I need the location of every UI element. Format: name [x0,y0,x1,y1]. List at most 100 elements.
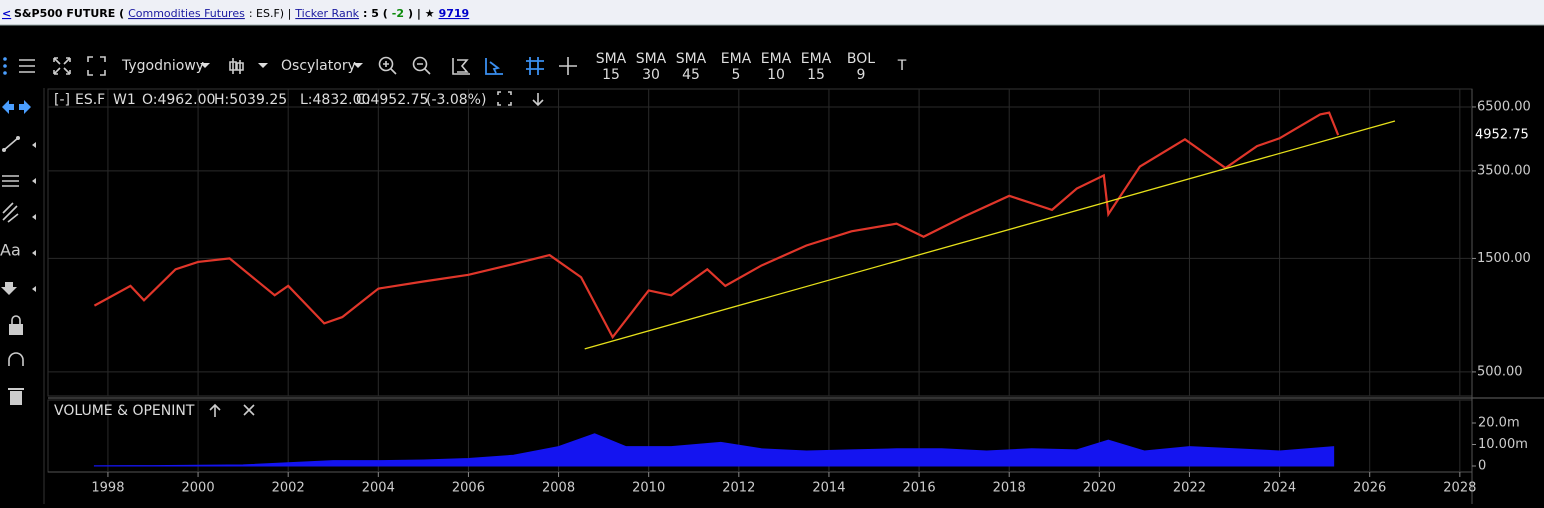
back-link[interactable]: < [2,7,11,20]
scale-button[interactable] [452,58,470,75]
y-tick-label: 500.00 [1477,364,1523,379]
trendline [584,120,1396,350]
indicator-name[interactable]: EMA [801,51,832,67]
plot: 4952.75 [93,111,1529,467]
x-tick-label: 2006 [452,481,485,496]
y-tick-label: 10.00m [1478,437,1528,452]
lock-button[interactable] [9,315,23,335]
volume-area [93,433,1335,467]
dropdown-arrow[interactable] [258,63,268,68]
indicator-period[interactable]: 10 [767,67,785,83]
marker-tool[interactable] [1,282,17,295]
indicator-period[interactable]: 45 [682,67,700,83]
chart-legend: [-] ES.F W1 O:4962.00 H:5039.25 L:4832.0… [54,91,544,419]
x-tick-label: 2008 [542,481,575,496]
rank-text: : 5 ( [363,7,388,20]
y-tick-label: 6500.00 [1477,99,1531,114]
views-text: ) | ★ [408,7,435,20]
legend-low: L:4832.00 [300,92,370,108]
x-tick-label: 2022 [1173,481,1206,496]
dropdown-arrow[interactable] [353,63,363,68]
legend-expand[interactable] [497,91,512,106]
x-tick-label: 2000 [182,481,215,496]
indicator-period[interactable]: 15 [807,67,825,83]
delete-button[interactable] [8,388,24,405]
header: < S&P500 FUTURE ( Commodities Futures : … [2,7,469,20]
text-tool[interactable]: Aa [0,241,21,260]
legend-interval: W1 [113,92,136,108]
price-line [93,111,1340,340]
legend-symbol: ES.F [75,92,105,108]
y-tick-label: 20.0m [1478,416,1520,431]
legend-close: C:4952.75 [356,92,428,108]
more-button[interactable] [3,57,7,75]
y-tick-label: 0 [1478,459,1486,474]
chart-type-button[interactable] [229,58,244,74]
symbol-text: : ES.F) | [249,7,291,20]
magnet-button[interactable] [8,352,24,366]
text-tool[interactable]: T [897,58,907,74]
last-price-label: 4952.75 [1475,128,1529,143]
legend-change: (-3.08%) [426,92,486,108]
indicator-name[interactable]: SMA [636,51,667,67]
oscillators-select[interactable]: Oscylatory [281,58,356,74]
indicator-period[interactable]: 15 [602,67,620,83]
views-link[interactable]: 9719 [439,7,470,20]
zoom-in-button[interactable] [378,56,397,75]
indicator-period[interactable]: 5 [732,67,741,83]
dropdown-arrow[interactable] [200,63,210,68]
x-tick-label: 2010 [632,481,665,496]
hline-tool[interactable] [2,175,19,187]
fib-tool[interactable] [2,202,19,223]
y-tick-label: 1500.00 [1477,251,1531,266]
cursor-button[interactable] [485,58,503,75]
x-tick-label: 2028 [1443,481,1476,496]
interval-select[interactable]: Tygodniowy [121,58,204,74]
y-tick-label: 3500.00 [1477,163,1531,178]
x-tick-label: 1998 [91,481,124,496]
category-link[interactable]: Commodities Futures [128,7,245,20]
indicator-period[interactable]: 30 [642,67,660,83]
indicator-name[interactable]: EMA [761,51,792,67]
sidebar: Aa [0,88,45,504]
volume-up[interactable] [209,403,221,417]
fullscreen-button[interactable] [53,57,71,75]
indicator-name[interactable]: SMA [676,51,707,67]
rank-link[interactable]: Ticker Rank [294,7,359,20]
expand-button[interactable] [87,56,106,76]
x-tick-label: 2004 [362,481,395,496]
menu-button[interactable] [19,59,35,73]
x-tick-label: 2024 [1263,481,1296,496]
tool-expanders[interactable] [32,142,36,292]
legend-open: O:4962.00 [142,92,215,108]
grid-button[interactable] [526,57,544,75]
x-tick-label: 2016 [903,481,936,496]
x-tick-label: 2012 [722,481,755,496]
grid: 6500.00 3500.00 1500.00 500.00 1998 2000 2002 2… [48,89,1531,496]
header-bar [0,0,1544,25]
x-tick-label: 2020 [1083,481,1116,496]
x-tick-label: 2002 [272,481,305,496]
legend-down[interactable] [532,93,544,107]
x-tick-label: 2018 [993,481,1026,496]
instrument-title: S&P500 FUTURE ( [14,7,124,20]
indicator-name[interactable]: EMA [721,51,752,67]
x-tick-label: 2014 [812,481,845,496]
rank-change: -2 [392,7,404,20]
volume-close[interactable] [243,404,255,416]
indicator-name[interactable]: BOL [847,51,875,67]
indicator-name[interactable]: SMA [596,51,627,67]
legend-toggle[interactable]: [-] [54,92,70,108]
legend-high: H:5039.25 [214,92,287,108]
indicator-period[interactable]: 9 [857,67,866,83]
zoom-out-button[interactable] [412,56,431,75]
pan-button[interactable] [2,100,31,114]
x-tick-label: 2026 [1353,481,1386,496]
volume-title: VOLUME & OPENINT [54,403,195,419]
crosshair-button[interactable] [559,57,577,75]
toolbar: Tygodniowy Oscylatory SMA15SMA30SMA45EMA… [3,51,907,83]
